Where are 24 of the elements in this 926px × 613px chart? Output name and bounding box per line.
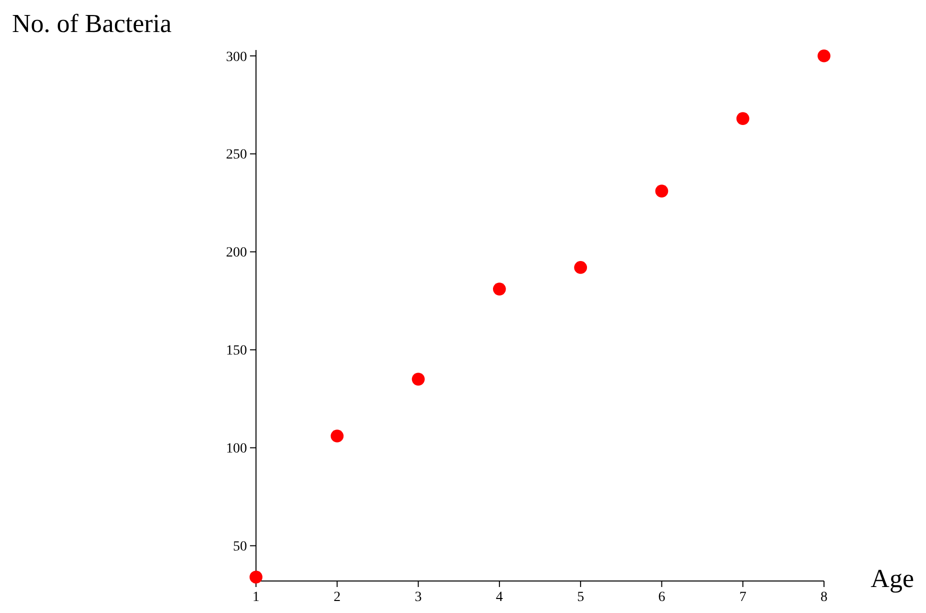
point xyxy=(736,112,750,125)
point xyxy=(818,49,830,62)
x-tick-label: 4 xyxy=(496,590,503,605)
point xyxy=(574,261,588,274)
y-tick-label: 250 xyxy=(226,148,247,163)
y-tick-label: 200 xyxy=(226,246,247,261)
point xyxy=(655,184,668,198)
x-tick-label: 3 xyxy=(414,590,422,605)
y-tick-label: 150 xyxy=(226,344,247,359)
y-tick-label: 300 xyxy=(226,50,247,65)
point xyxy=(492,282,506,296)
y-tick-label: 100 xyxy=(226,442,247,457)
y-tick-label: 50 xyxy=(233,540,247,555)
x-tick-label: 7 xyxy=(739,590,746,605)
point xyxy=(330,430,344,442)
x-tick-label: 6 xyxy=(658,590,666,605)
y-axis-title: No. of Bacteria xyxy=(12,9,172,38)
x-tick-label: 1 xyxy=(252,590,260,605)
x-axis-title: Age xyxy=(870,564,914,593)
point xyxy=(412,372,425,386)
x-tick-label: 2 xyxy=(334,590,341,605)
x-tick-label: 5 xyxy=(577,590,584,605)
x-tick-label: 8 xyxy=(820,590,828,605)
point xyxy=(250,570,262,584)
